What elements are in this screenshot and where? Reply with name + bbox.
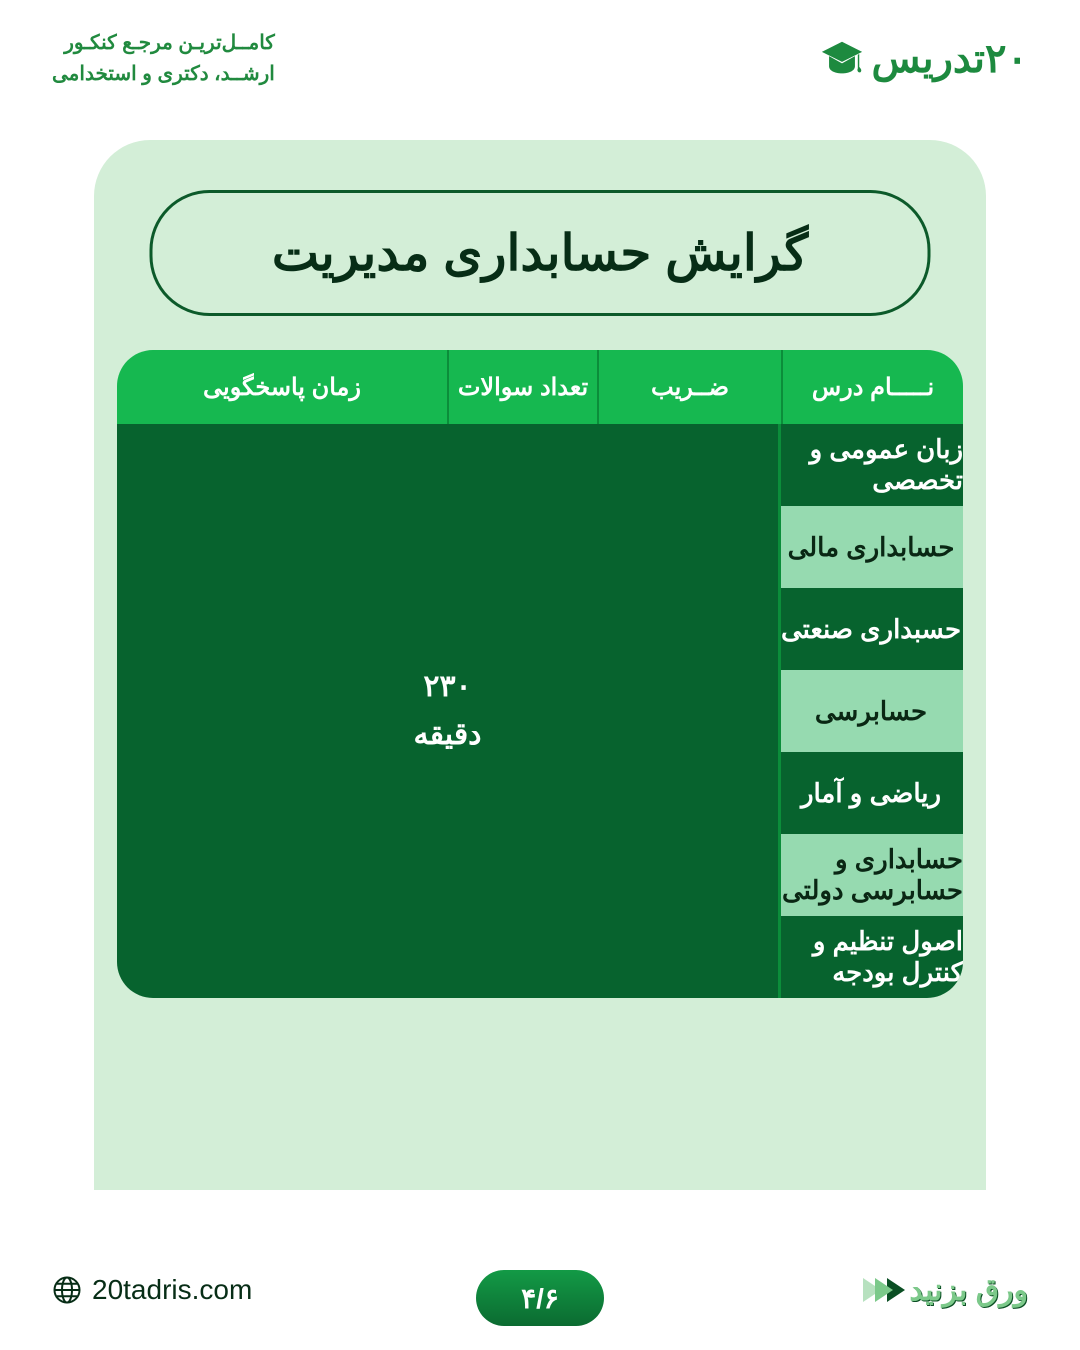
website-link[interactable]: 20tadris.com [52, 1274, 252, 1306]
brand-logo: ۲۰تدریس [819, 36, 1028, 82]
brand-logo-text: ۲۰تدریس [871, 36, 1028, 82]
header: کامــل‌تریـن مرجـع کنکـور ارشــد، دکتری … [0, 0, 1080, 90]
tagline-line2: ارشــد، دکتری و استخدامی [52, 59, 275, 90]
col-header-coeff: ضــریب [597, 350, 781, 424]
table-header-row: نـــــام درس ضــریب تعداد سوالات زمان پا… [117, 350, 963, 424]
subjects-table: نـــــام درس ضــریب تعداد سوالات زمان پا… [117, 350, 963, 998]
graduation-cap-icon [819, 36, 865, 82]
tagline: کامــل‌تریـن مرجـع کنکـور ارشــد، دکتری … [52, 28, 275, 90]
cell-subject-name: اصول تنظیم و کنترل بودجه [779, 916, 963, 998]
time-value: ۲۳۰ [423, 663, 471, 711]
time-merged-cell: ۲۳۰ دقیقه [117, 424, 781, 998]
time-unit: دقیقه [414, 711, 482, 759]
col-header-questions: تعداد سوالات [447, 350, 597, 424]
swipe-text: ورق بزنید [909, 1273, 1028, 1308]
cell-subject-name: حسابرسی [779, 670, 963, 752]
col-header-name: نـــــام درس [781, 350, 963, 424]
cell-subject-name: زبان عمومی و تخصصی [779, 424, 963, 506]
cell-subject-name: حسابداری و حسابرسی دولتی [779, 834, 963, 916]
content-card: گرایش حسابداری مدیریت نـــــام درس ضــری… [94, 140, 986, 1190]
tagline-line1: کامــل‌تریـن مرجـع کنکـور [52, 28, 275, 59]
chevrons-icon [869, 1278, 905, 1302]
page: کامــل‌تریـن مرجـع کنکـور ارشــد، دکتری … [0, 0, 1080, 1350]
footer: ورق بزنید 20tadris.com [0, 1254, 1080, 1326]
cell-subject-name: ریاضی و آمار [779, 752, 963, 834]
table-body: زبان عمومی و تخصصی۲۳۰حسابداری مالی۲۳۰حسب… [117, 424, 963, 998]
title-pill: گرایش حسابداری مدیریت [150, 190, 931, 316]
cell-subject-name: حسابداری مالی [779, 506, 963, 588]
globe-icon [52, 1275, 82, 1305]
card-title: گرایش حسابداری مدیریت [272, 224, 808, 282]
table-rows: زبان عمومی و تخصصی۲۳۰حسابداری مالی۲۳۰حسب… [781, 424, 963, 998]
swipe-hint: ورق بزنید [869, 1273, 1028, 1308]
cell-subject-name: حسبداری صنعتی [779, 588, 963, 670]
website-url: 20tadris.com [92, 1274, 252, 1306]
col-header-time: زمان پاسخگویی [117, 350, 447, 424]
